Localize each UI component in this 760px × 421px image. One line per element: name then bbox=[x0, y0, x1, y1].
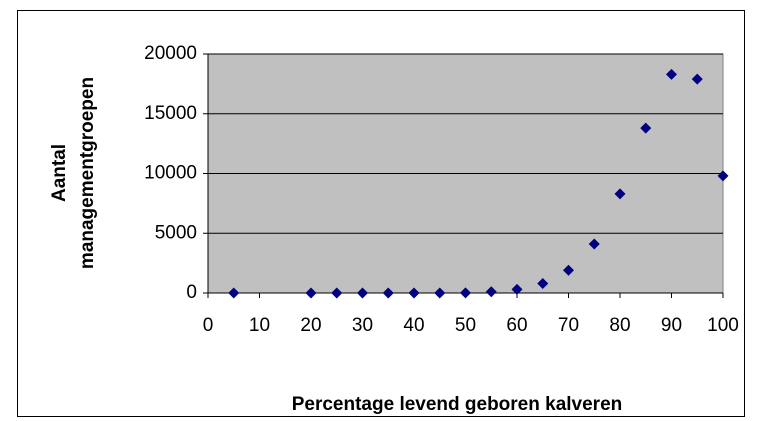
data-point bbox=[460, 287, 471, 299]
data-point bbox=[666, 68, 677, 80]
y-axis-label: managementgroepen bbox=[77, 77, 98, 269]
data-point bbox=[408, 287, 420, 299]
y-tick-label: 0 bbox=[186, 282, 197, 303]
x-tick-label: 10 bbox=[249, 315, 270, 336]
data-point bbox=[588, 238, 600, 250]
x-tick-label: 40 bbox=[403, 315, 424, 336]
x-tick-label: 80 bbox=[609, 315, 630, 336]
x-tick-label: 60 bbox=[506, 315, 527, 336]
data-point bbox=[434, 287, 446, 299]
x-tick-label: 0 bbox=[203, 315, 214, 336]
x-tick-label: 70 bbox=[558, 315, 579, 336]
data-point bbox=[717, 170, 729, 182]
x-tick-label: 90 bbox=[661, 315, 682, 336]
y-tick-label: 15000 bbox=[144, 103, 197, 124]
data-point bbox=[331, 287, 343, 299]
data-point bbox=[640, 122, 652, 134]
y-axis-label: Aantal bbox=[49, 144, 70, 202]
data-point bbox=[511, 283, 523, 295]
data-point bbox=[357, 287, 368, 299]
plot-area bbox=[203, 53, 724, 298]
data-point bbox=[228, 287, 240, 299]
y-tick-label: 10000 bbox=[144, 163, 197, 184]
x-tick-label: 20 bbox=[300, 315, 321, 336]
x-tick-label: 30 bbox=[352, 315, 373, 336]
data-point bbox=[537, 277, 549, 289]
y-tick-label: 5000 bbox=[155, 222, 197, 243]
x-tick-label: 50 bbox=[455, 315, 476, 336]
x-axis-label: Percentage levend geboren kalveren bbox=[292, 394, 623, 415]
data-point bbox=[563, 264, 574, 276]
data-point bbox=[382, 287, 394, 299]
data-point bbox=[305, 287, 317, 299]
y-tick-label: 20000 bbox=[144, 43, 197, 64]
data-point bbox=[614, 188, 626, 200]
x-tick-label: 100 bbox=[707, 315, 739, 336]
data-point bbox=[691, 73, 703, 85]
data-point bbox=[485, 286, 497, 298]
